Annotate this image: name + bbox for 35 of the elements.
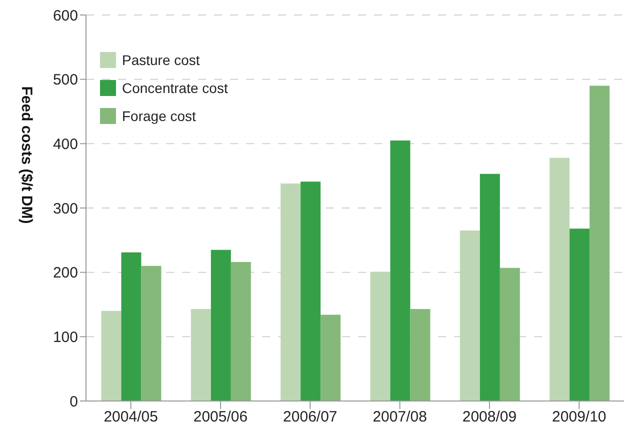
bar xyxy=(121,252,142,401)
legend-label: Concentrate cost xyxy=(122,80,228,96)
y-tick-label: 0 xyxy=(70,393,78,410)
x-tick-label: 2009/10 xyxy=(552,408,606,426)
y-tick-label: 400 xyxy=(52,136,78,153)
bar xyxy=(460,230,480,401)
x-tick-label: 2005/06 xyxy=(193,408,248,426)
bar xyxy=(480,174,500,401)
y-tick-label: 100 xyxy=(52,328,78,346)
bar xyxy=(141,266,162,401)
bar xyxy=(500,268,520,401)
x-tick-label: 2007/08 xyxy=(372,408,427,426)
bar xyxy=(230,262,251,401)
bar xyxy=(550,158,570,401)
bar xyxy=(390,140,410,401)
y-axis-title: Feed costs ($/t DM) xyxy=(18,86,36,224)
x-tick-label: 2008/09 xyxy=(462,408,517,426)
bar xyxy=(101,310,122,401)
y-tick-label: 200 xyxy=(52,264,78,282)
x-tick-label: 2006/07 xyxy=(283,408,338,426)
bar xyxy=(570,228,590,401)
y-tick-label: 600 xyxy=(52,7,78,24)
x-tick-label: 2004/05 xyxy=(104,408,158,426)
bar xyxy=(300,182,321,401)
bar xyxy=(190,309,211,401)
bar xyxy=(320,314,341,401)
y-tick-label: 300 xyxy=(52,200,78,218)
bar xyxy=(590,86,610,401)
bar xyxy=(210,250,231,401)
bar xyxy=(410,309,430,401)
legend-label: Forage cost xyxy=(122,108,196,124)
bar xyxy=(370,272,390,401)
y-tick-label: 500 xyxy=(52,72,78,89)
legend-label: Pasture cost xyxy=(122,52,200,68)
bar xyxy=(280,184,301,401)
